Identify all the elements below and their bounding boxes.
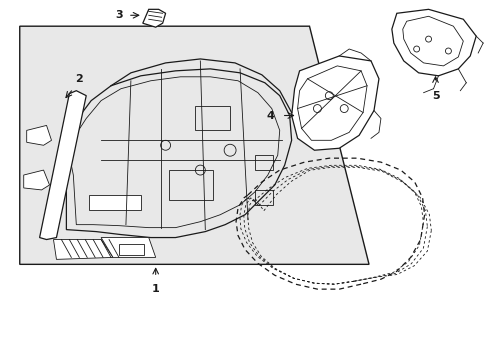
Text: 4: 4 <box>266 111 274 121</box>
Polygon shape <box>142 9 165 27</box>
Text: 5: 5 <box>431 91 438 101</box>
Text: 2: 2 <box>75 74 83 84</box>
Bar <box>254 190 272 205</box>
Bar <box>254 155 272 170</box>
Bar <box>119 243 143 255</box>
Text: 3: 3 <box>115 10 122 20</box>
Polygon shape <box>27 125 51 145</box>
Polygon shape <box>53 239 113 260</box>
Polygon shape <box>291 56 378 150</box>
Bar <box>195 105 230 130</box>
Polygon shape <box>24 170 49 190</box>
Bar <box>168 170 213 200</box>
Polygon shape <box>20 26 368 264</box>
Polygon shape <box>89 195 141 210</box>
Polygon shape <box>101 238 155 257</box>
Polygon shape <box>391 9 475 76</box>
Text: 1: 1 <box>151 284 159 294</box>
Polygon shape <box>40 91 86 239</box>
